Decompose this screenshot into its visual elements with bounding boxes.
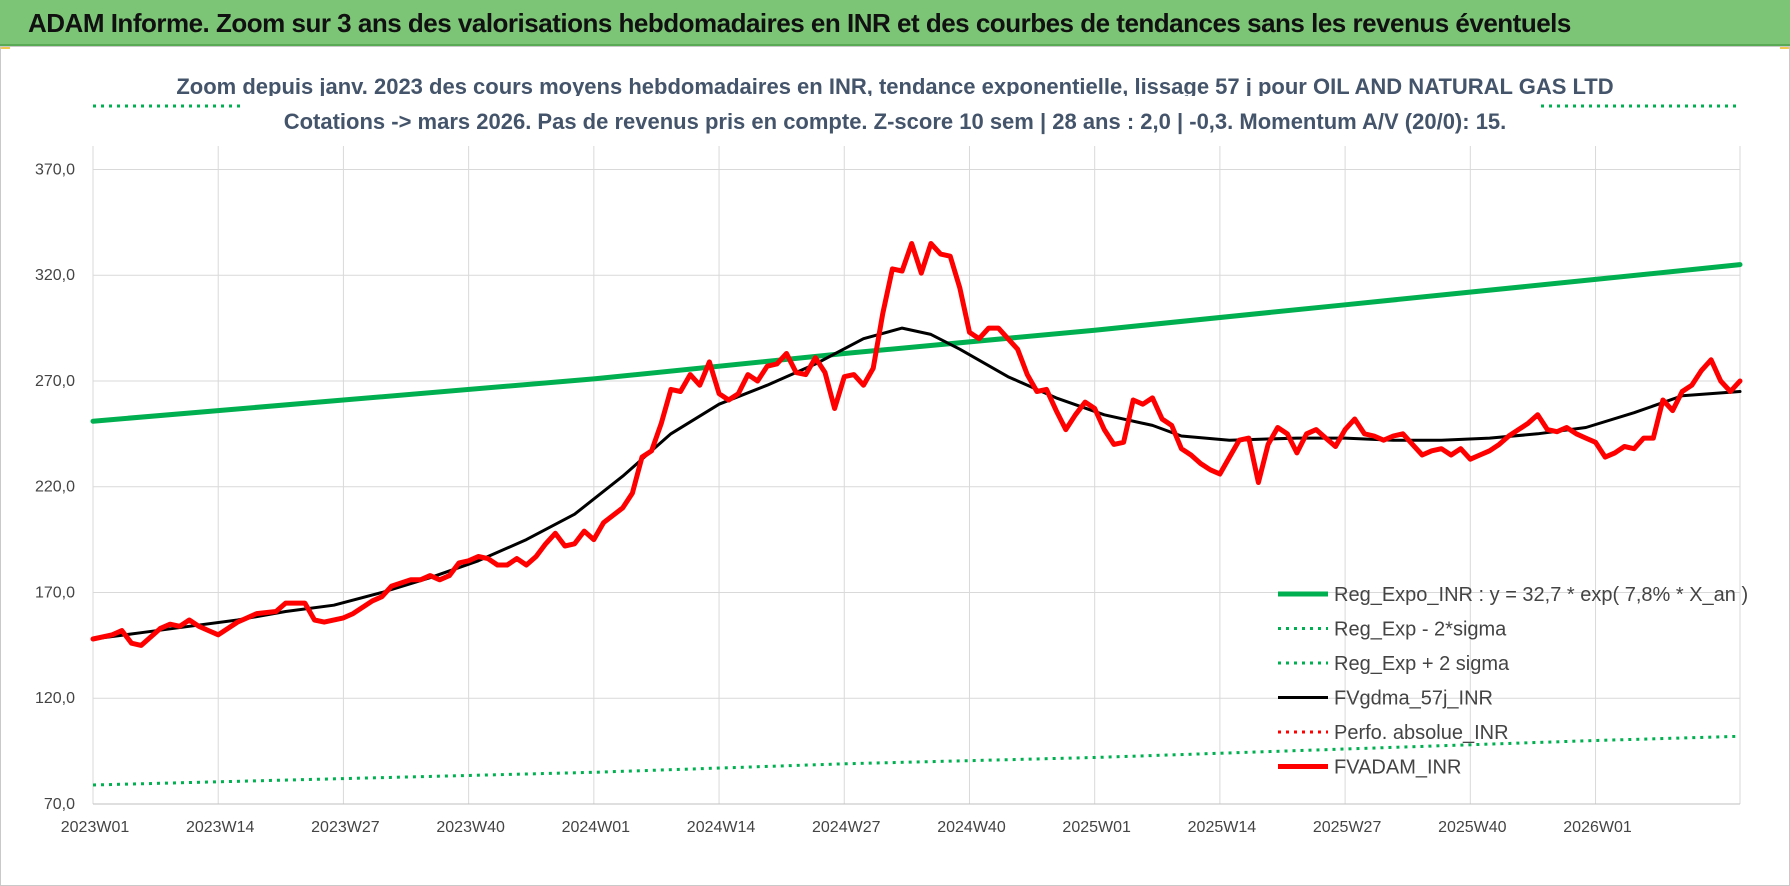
- y-tick-label: 270,0: [35, 373, 75, 390]
- y-tick-label: 320,0: [35, 267, 75, 284]
- legend-label: Reg_Exp + 2 sigma: [1334, 653, 1510, 675]
- legend-label: FVADAM_INR: [1334, 757, 1461, 779]
- legend-label: Reg_Expo_INR : y = 32,7 * exp( 7,8% * X_…: [1334, 584, 1748, 606]
- y-axis-ticks: 70,0 120,0 170,0 220,0 270,0 320,0 370,0: [35, 161, 75, 813]
- series-line-5: [90, 241, 1743, 648]
- x-axis-ticks: 2023W01 2023W14 2023W27 2023W40 2024W01 2024W…: [61, 819, 1632, 836]
- right-corner-mark: [1780, 46, 1790, 49]
- header-banner: ADAM Informe. Zoom sur 3 ans des valoris…: [0, 0, 1790, 46]
- x-tick-label: 2026W01: [1563, 819, 1632, 836]
- legend-label: Reg_Exp - 2*sigma: [1334, 619, 1507, 641]
- x-tick-label: 2024W14: [687, 819, 756, 836]
- legend: Reg_Expo_INR : y = 32,7 * exp( 7,8% * X_…: [1278, 584, 1748, 779]
- series-line-3: [91, 326, 1742, 641]
- legend-label: FVgdma_57j_INR: [1334, 688, 1493, 710]
- x-tick-label: 2023W01: [61, 819, 130, 836]
- banner-title: ADAM Informe. Zoom sur 3 ans des valoris…: [28, 8, 1571, 38]
- series-line-0: [90, 262, 1743, 424]
- x-tick-label: 2024W01: [562, 819, 631, 836]
- series-lines: [90, 96, 1743, 787]
- x-tick-label: 2025W14: [1188, 819, 1257, 836]
- y-tick-label: 370,0: [35, 161, 75, 178]
- subtitle-backdrop: [240, 96, 1540, 112]
- x-tick-label: 2024W27: [812, 819, 881, 836]
- x-tick-label: 2023W27: [311, 819, 380, 836]
- chart-title-line1: Zoom depuis janv. 2023 des cours moyens …: [176, 74, 1614, 99]
- left-corner-mark: [0, 46, 10, 49]
- x-tick-label: 2025W27: [1313, 819, 1382, 836]
- x-tick-label: 2023W40: [436, 819, 505, 836]
- x-tick-label: 2025W40: [1438, 819, 1507, 836]
- grid-lines: [92, 146, 1741, 805]
- y-tick-label: 170,0: [35, 584, 75, 601]
- chart-title-line2: Cotations -> mars 2026. Pas de revenus p…: [283, 109, 1507, 134]
- x-tick-label: 2024W40: [937, 819, 1006, 836]
- y-tick-label: 70,0: [44, 796, 75, 813]
- y-tick-label: 120,0: [35, 690, 75, 707]
- legend-label: Perfo. absolue_INR: [1334, 722, 1509, 744]
- y-tick-label: 220,0: [35, 479, 75, 496]
- x-tick-label: 2023W14: [186, 819, 255, 836]
- x-tick-label: 2025W01: [1062, 819, 1131, 836]
